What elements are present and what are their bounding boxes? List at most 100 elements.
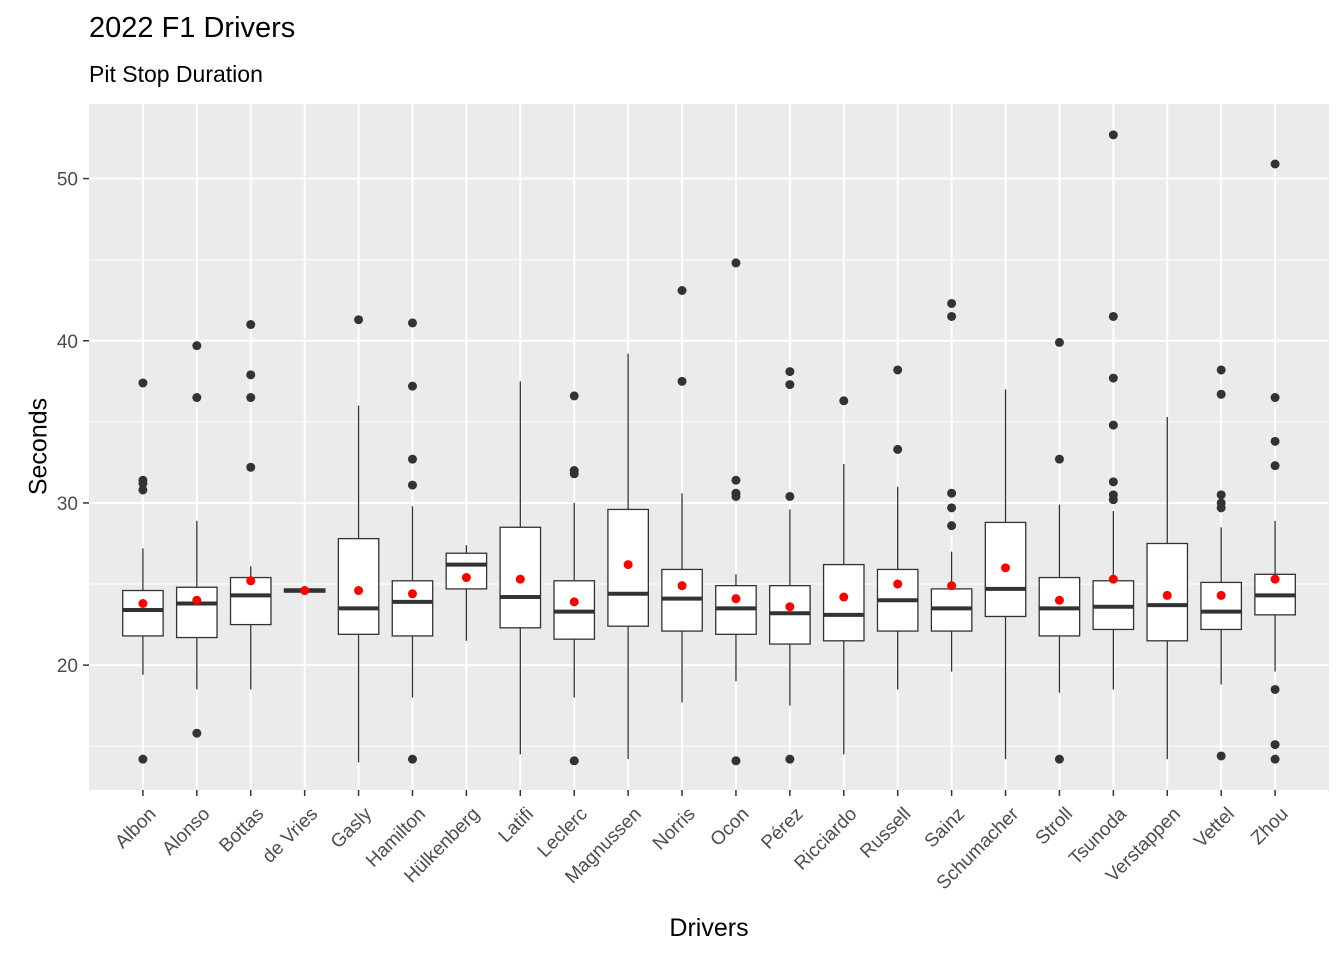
outlier-point xyxy=(192,393,202,403)
outlier-point xyxy=(354,315,364,325)
outlier-point xyxy=(947,503,957,513)
outlier-point xyxy=(138,378,148,388)
box-h-lkenberg xyxy=(445,552,488,590)
mean-point xyxy=(1216,590,1226,600)
mean-point xyxy=(461,573,471,583)
x-tick-label: de Vries xyxy=(259,804,323,868)
outlier-point xyxy=(246,462,256,472)
box-albon xyxy=(122,589,164,637)
outlier-point xyxy=(1108,420,1118,430)
outlier-point xyxy=(731,475,741,485)
mean-point xyxy=(677,581,687,591)
outlier-point xyxy=(138,475,148,485)
x-tick-label: Latifi xyxy=(495,804,538,847)
mean-point xyxy=(300,586,310,596)
outlier-point xyxy=(1108,130,1118,140)
mean-point xyxy=(1270,574,1280,584)
outlier-point xyxy=(1216,389,1226,399)
outlier-point xyxy=(947,488,957,498)
x-tick-label: Norris xyxy=(649,804,700,855)
mean-point xyxy=(407,589,417,599)
outlier-point xyxy=(407,381,417,391)
y-tick-label: 50 xyxy=(57,170,78,191)
outlier-point xyxy=(1270,159,1280,169)
chart-subtitle: Pit Stop Duration xyxy=(89,61,263,87)
outlier-point xyxy=(785,491,795,501)
outlier-point xyxy=(785,367,795,377)
x-tick-label: Stroll xyxy=(1032,804,1077,849)
mean-point xyxy=(246,576,256,586)
y-axis-label: Seconds xyxy=(24,397,53,496)
outlier-point xyxy=(569,756,579,766)
outlier-point xyxy=(1108,373,1118,383)
outlier-point xyxy=(1216,365,1226,375)
mean-point xyxy=(569,597,579,607)
mean-point xyxy=(192,595,202,605)
outlier-point xyxy=(1270,461,1280,471)
outlier-point xyxy=(192,728,202,738)
x-tick-label: Bottas xyxy=(215,804,268,857)
x-tick-label: Alonso xyxy=(158,804,214,860)
mean-point xyxy=(947,581,957,591)
outlier-point xyxy=(785,754,795,764)
outlier-point xyxy=(1270,436,1280,446)
outlier-point xyxy=(947,311,957,321)
plot-panel xyxy=(89,104,1329,790)
x-tick-label: Zhou xyxy=(1247,804,1292,849)
outlier-point xyxy=(138,754,148,764)
outlier-point xyxy=(785,380,795,390)
outlier-point xyxy=(407,754,417,764)
mean-point xyxy=(138,598,148,608)
outlier-point xyxy=(947,298,957,308)
outlier-point xyxy=(192,341,202,351)
x-tick-label: Albon xyxy=(111,804,160,853)
outlier-point xyxy=(893,444,903,454)
box-vettel xyxy=(1200,581,1243,631)
outlier-point xyxy=(407,480,417,490)
outlier-point xyxy=(677,376,687,386)
outlier-point xyxy=(1270,754,1280,764)
outlier-point xyxy=(1054,337,1064,347)
x-tick-label: Vettel xyxy=(1190,804,1238,852)
y-tick-label: 30 xyxy=(57,494,78,515)
x-tick-label: Pérez xyxy=(758,804,808,854)
outlier-point xyxy=(731,756,741,766)
outlier-point xyxy=(246,370,256,380)
outlier-point xyxy=(1108,490,1118,500)
outlier-point xyxy=(1270,740,1280,750)
x-tick-label: Gasly xyxy=(327,803,377,853)
outlier-point xyxy=(1216,751,1226,761)
outlier-point xyxy=(1270,393,1280,403)
mean-point xyxy=(785,602,795,612)
outlier-point xyxy=(893,365,903,375)
box-bottas xyxy=(229,576,272,626)
x-tick-label: Sainz xyxy=(921,804,969,852)
x-axis-label: Drivers xyxy=(669,914,749,942)
outlier-point xyxy=(569,466,579,476)
box-alonso xyxy=(175,586,218,639)
outlier-point xyxy=(1108,477,1118,487)
outlier-point xyxy=(1054,454,1064,464)
outlier-point xyxy=(407,318,417,328)
outlier-point xyxy=(138,485,148,495)
outlier-point xyxy=(947,521,957,531)
mean-point xyxy=(1001,563,1011,573)
x-tick-label: Russell xyxy=(856,804,915,863)
outlier-point xyxy=(677,286,687,296)
y-tick-label: 20 xyxy=(57,656,78,677)
outlier-point xyxy=(839,396,849,406)
outlier-point xyxy=(1108,311,1118,321)
outlier-point xyxy=(731,258,741,268)
outlier-point xyxy=(569,391,579,401)
outlier-point xyxy=(1054,754,1064,764)
mean-point xyxy=(623,560,633,570)
outlier-point xyxy=(407,454,417,464)
box-hamilton xyxy=(391,580,434,637)
mean-point xyxy=(731,594,741,604)
outlier-point xyxy=(246,393,256,403)
mean-point xyxy=(354,586,364,596)
outlier-point xyxy=(246,320,256,330)
mean-point xyxy=(1108,574,1118,584)
outlier-point xyxy=(1216,490,1226,500)
